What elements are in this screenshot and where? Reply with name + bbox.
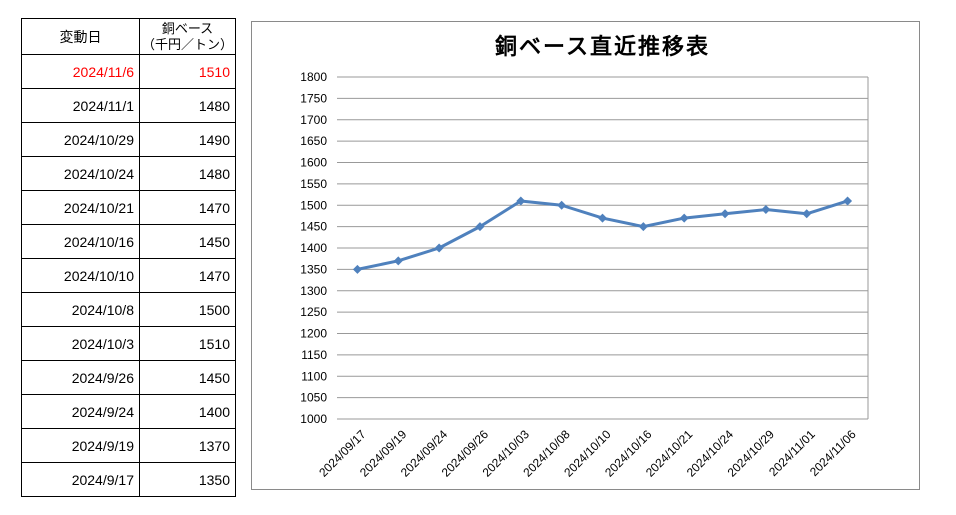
y-axis-tick-label: 1200 <box>300 327 327 341</box>
chart-svg: 1800 1750 1700 1650 1600 1550 1500 1450 1400 1350… <box>300 70 869 480</box>
table-row: 2024/10/21 1470 <box>21 190 236 225</box>
date-cell[interactable]: 2024/9/26 <box>21 360 140 395</box>
table-row: 2024/9/19 1370 <box>21 428 236 463</box>
value-header-line1: 銅ベース <box>161 20 214 36</box>
data-point-marker[interactable] <box>679 213 689 223</box>
data-point-marker[interactable] <box>802 209 812 219</box>
table-row: 2024/10/16 1450 <box>21 224 236 259</box>
y-axis-tick-label: 1750 <box>300 91 327 105</box>
value-cell[interactable]: 1370 <box>139 428 236 463</box>
header-row: 変動日 銅ベース （千円／トン） <box>21 18 236 55</box>
value-cell[interactable]: 1350 <box>139 462 236 497</box>
data-point-marker[interactable] <box>393 256 403 266</box>
data-point-marker[interactable] <box>761 205 771 215</box>
table-row: 2024/10/29 1490 <box>21 122 236 157</box>
date-cell[interactable]: 2024/9/24 <box>21 394 140 429</box>
value-header-line2: （千円／トン） <box>141 36 233 52</box>
data-point-marker[interactable] <box>720 209 730 219</box>
y-axis-tick-label: 1300 <box>300 284 327 298</box>
y-axis-tick-label: 1800 <box>300 70 327 84</box>
data-point-marker[interactable] <box>352 264 362 274</box>
data-point-marker[interactable] <box>638 222 648 232</box>
chart-title: 銅ベース直近推移表 <box>495 34 710 59</box>
value-cell[interactable]: 1470 <box>139 190 236 225</box>
date-cell[interactable]: 2024/11/1 <box>21 88 140 123</box>
table-row: 2024/11/6 1510 <box>21 54 236 89</box>
data-point-marker[interactable] <box>598 213 607 223</box>
y-axis-tick-label: 1650 <box>300 134 327 148</box>
data-point-marker[interactable] <box>434 243 444 253</box>
table-row: 2024/9/26 1450 <box>21 360 236 395</box>
price-table: 変動日 銅ベース （千円／トン） 2024/11/6 1510 2024/11/1 1… <box>21 18 236 497</box>
date-cell[interactable]: 2024/10/8 <box>21 292 140 327</box>
date-cell[interactable]: 2024/10/16 <box>21 224 140 259</box>
value-column-header[interactable]: 銅ベース （千円／トン） <box>139 18 236 55</box>
y-axis-tick-label: 1350 <box>300 262 327 276</box>
table-row: 2024/9/17 1350 <box>21 462 236 497</box>
value-cell[interactable]: 1490 <box>139 122 236 157</box>
y-axis-tick-label: 1150 <box>301 348 327 362</box>
date-cell[interactable]: 2024/11/6 <box>21 54 140 89</box>
value-cell[interactable]: 1480 <box>139 88 236 123</box>
y-axis-tick-label: 1000 <box>300 412 327 426</box>
value-cell[interactable]: 1450 <box>139 224 236 259</box>
y-axis-tick-label: 1700 <box>300 113 327 127</box>
date-cell[interactable]: 2024/10/29 <box>21 122 140 157</box>
y-axis-tick-label: 1550 <box>300 177 327 191</box>
data-point-marker[interactable] <box>516 196 526 206</box>
date-cell[interactable]: 2024/10/24 <box>21 156 140 191</box>
value-cell[interactable]: 1510 <box>139 54 236 89</box>
y-axis-tick-label: 1050 <box>300 391 327 405</box>
y-axis-tick-label: 1250 <box>300 305 327 319</box>
table-row: 2024/11/1 1480 <box>21 88 236 123</box>
value-cell[interactable]: 1500 <box>139 292 236 327</box>
data-point-marker[interactable] <box>843 196 853 206</box>
chart[interactable]: 銅ベース直近推移表 1800 1750 1700 1650 1600 1550 1500 14… <box>251 21 920 490</box>
value-cell[interactable]: 1510 <box>139 326 236 361</box>
date-cell[interactable]: 2024/9/17 <box>21 462 140 497</box>
value-cell[interactable]: 1480 <box>139 156 236 191</box>
value-cell[interactable]: 1400 <box>139 394 236 429</box>
date-cell[interactable]: 2024/10/21 <box>21 190 140 225</box>
date-column-header[interactable]: 変動日 <box>21 18 140 55</box>
price-table-header: 変動日 銅ベース （千円／トン） <box>21 18 236 55</box>
table-row: 2024/10/8 1500 <box>21 292 236 327</box>
y-axis-tick-label: 1600 <box>300 156 327 170</box>
data-point-marker[interactable] <box>475 222 485 232</box>
table-row: 2024/10/3 1510 <box>21 326 236 361</box>
y-axis-tick-label: 1100 <box>301 369 327 383</box>
date-cell[interactable]: 2024/9/19 <box>21 428 140 463</box>
table-row: 2024/9/24 1400 <box>21 394 236 429</box>
series-line[interactable] <box>355 199 850 271</box>
value-cell[interactable]: 1470 <box>139 258 236 293</box>
price-table-body: 2024/11/6 1510 2024/11/1 1480 2024/10/29 1490… <box>21 54 236 497</box>
date-cell[interactable]: 2024/10/10 <box>21 258 140 293</box>
y-axis-tick-label: 1450 <box>300 220 327 234</box>
data-point-marker[interactable] <box>557 200 567 210</box>
y-axis-tick-label: 1500 <box>300 198 327 212</box>
value-cell[interactable]: 1450 <box>139 360 236 395</box>
date-cell[interactable]: 2024/10/3 <box>21 326 140 361</box>
y-axis-tick-label: 1400 <box>300 241 327 255</box>
table-row: 2024/10/24 1480 <box>21 156 236 191</box>
table-row: 2024/10/10 1470 <box>21 258 236 293</box>
